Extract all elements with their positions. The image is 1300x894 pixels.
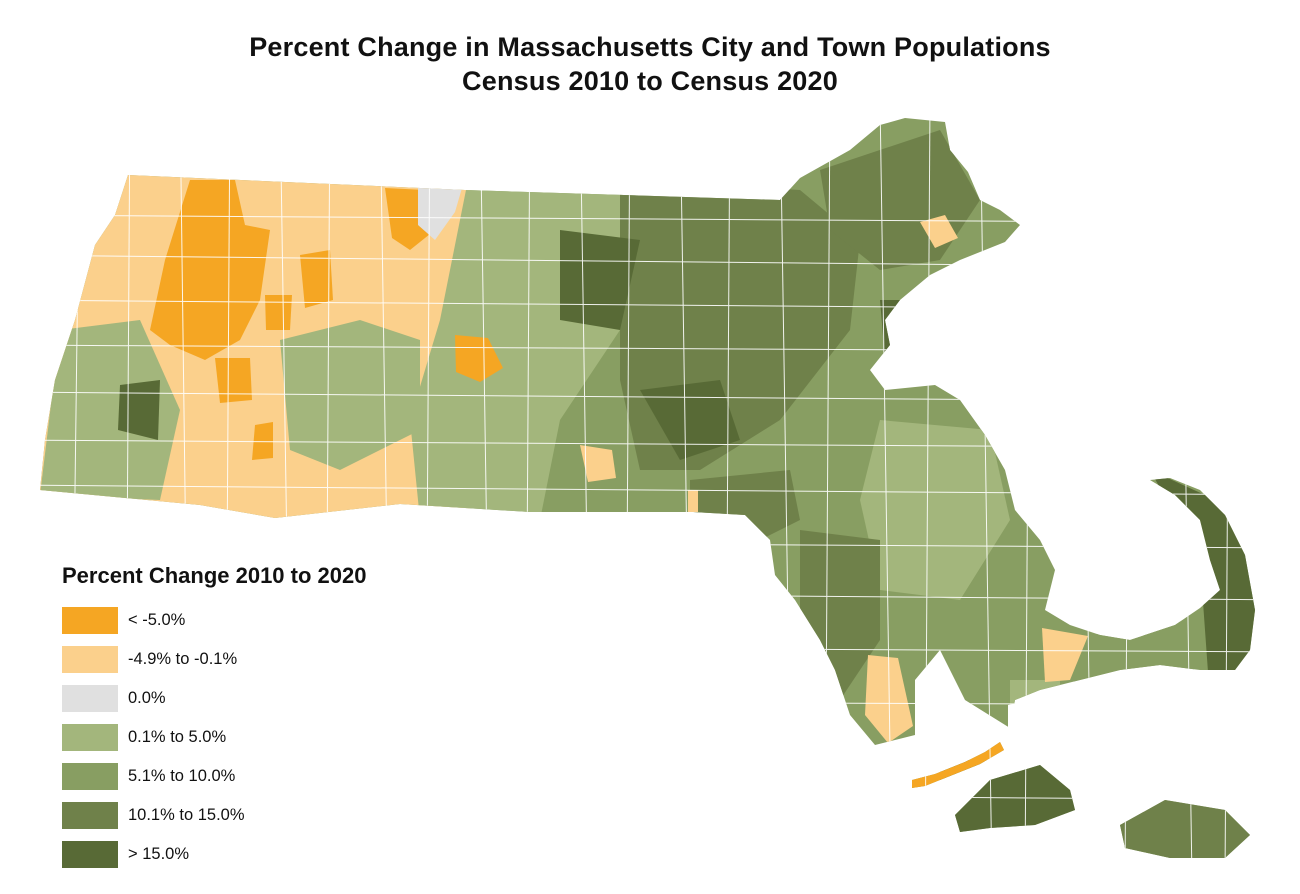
legend-label: < -5.0% [128,611,186,629]
legend-item-lt-minus-5: < -5.0% [62,601,366,640]
legend-label: > 15.0% [128,845,190,863]
legend-label: 0.1% to 5.0% [128,728,227,746]
legend-swatch [62,802,118,829]
legend-swatch [62,607,118,634]
legend-swatch [62,685,118,712]
map-title: Percent Change in Massachusetts City and… [0,30,1300,98]
legend-label: 0.0% [128,689,166,707]
legend-item-10-1-to-15: 10.1% to 15.0% [62,796,366,835]
legend-item-0-1-to-5: 0.1% to 5.0% [62,718,366,757]
legend-label: -4.9% to -0.1% [128,650,238,668]
legend: Percent Change 2010 to 2020 < -5.0% -4.9… [62,563,366,874]
legend-swatch [62,724,118,751]
legend-label: 5.1% to 10.0% [128,767,236,785]
legend-item-minus-4-9-to-minus-0-1: -4.9% to -0.1% [62,640,366,679]
legend-swatch [62,841,118,868]
legend-item-zero: 0.0% [62,679,366,718]
map-title-line-1: Percent Change in Massachusetts City and… [249,32,1051,62]
legend-swatch [62,763,118,790]
legend-label: 10.1% to 15.0% [128,806,245,824]
legend-item-gt-15: > 15.0% [62,835,366,874]
legend-item-5-1-to-10: 5.1% to 10.0% [62,757,366,796]
legend-title: Percent Change 2010 to 2020 [62,563,367,588]
map-title-line-2: Census 2010 to Census 2020 [462,66,838,96]
legend-swatch [62,646,118,673]
